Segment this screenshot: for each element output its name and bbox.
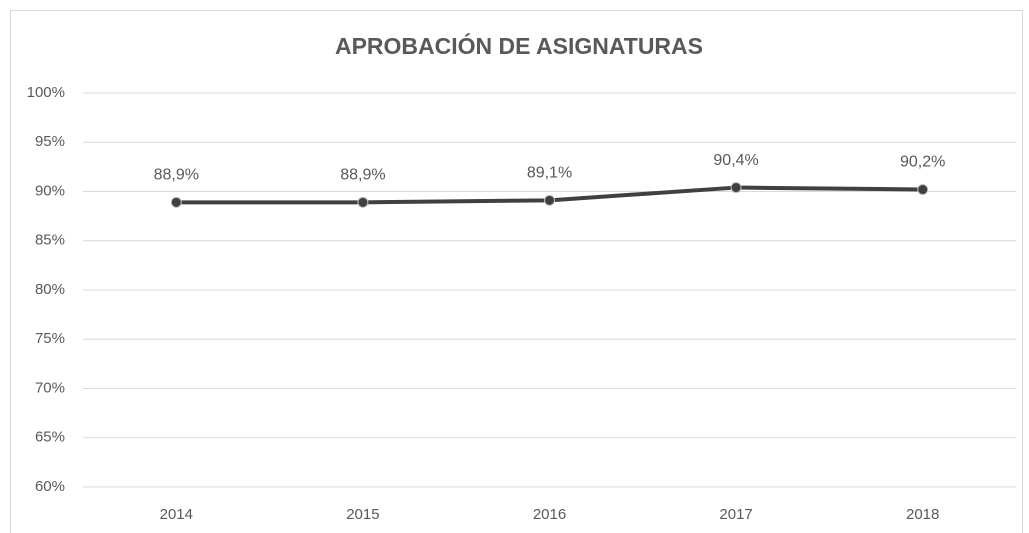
y-tick-label: 100%	[27, 84, 65, 101]
x-tick-label: 2014	[160, 506, 193, 523]
chart-border	[10, 10, 1023, 533]
data-label: 90,2%	[900, 154, 945, 171]
y-tick-label: 85%	[35, 232, 65, 249]
marker	[170, 196, 182, 208]
y-tick-label: 70%	[35, 379, 65, 396]
marker	[730, 182, 742, 194]
y-tick-label: 90%	[35, 182, 65, 199]
y-tick-label: 60%	[35, 478, 65, 495]
data-label: 90,4%	[713, 152, 758, 169]
marker	[544, 194, 555, 206]
y-tick-label: 65%	[35, 429, 65, 446]
chart-title: APROBACIÓN DE ASIGNATURAS	[335, 32, 703, 59]
marker	[917, 184, 929, 196]
x-tick-label: 2018	[906, 506, 939, 523]
data-label: 88,9%	[340, 167, 385, 184]
x-tick-label: 2015	[346, 506, 379, 523]
y-tick-label: 75%	[35, 330, 65, 347]
data-label: 88,9%	[154, 167, 199, 184]
marker	[357, 196, 369, 208]
x-tick-label: 2016	[533, 506, 566, 523]
x-tick-label: 2017	[719, 506, 752, 523]
y-tick-label: 80%	[35, 281, 65, 298]
y-tick-label: 95%	[35, 133, 65, 150]
data-label: 89,1%	[527, 165, 572, 182]
